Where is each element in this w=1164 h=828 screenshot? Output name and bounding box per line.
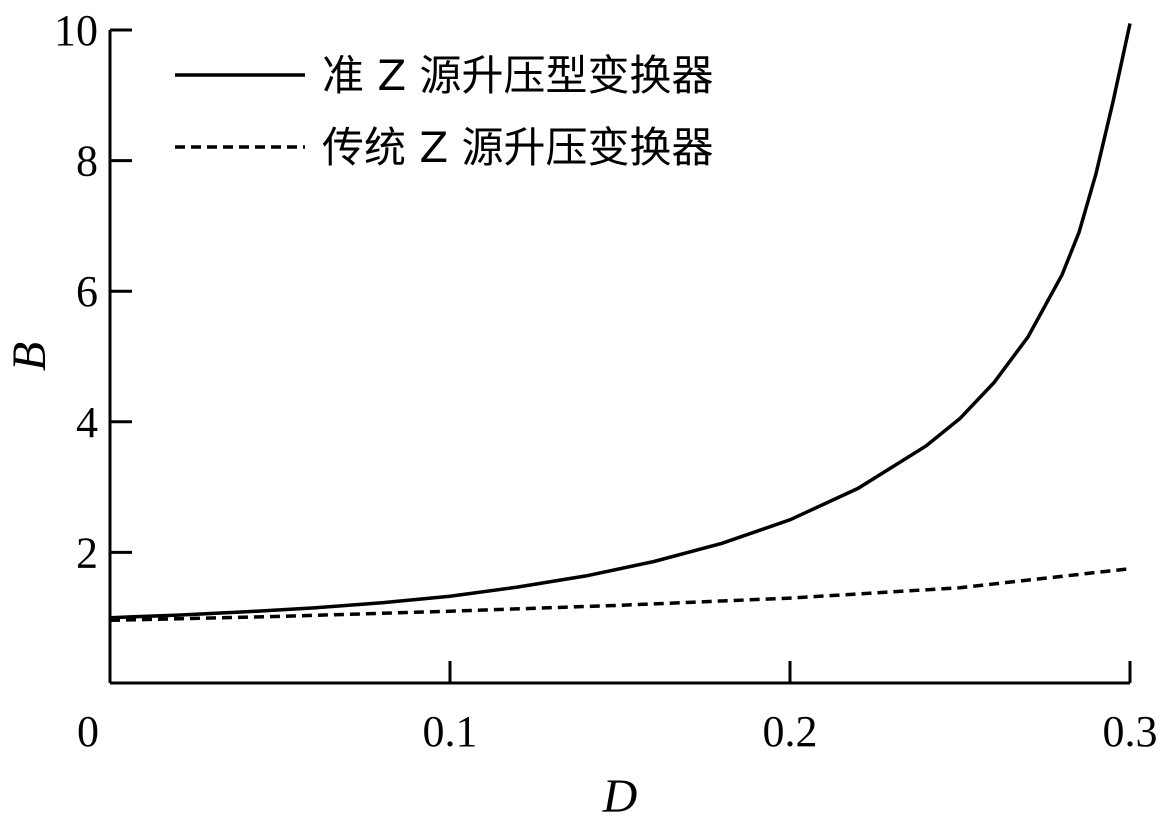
x-tick-label: 0.2 xyxy=(763,707,818,756)
axes: 0 0.1 0.2 0.3 2 4 6 8 10 D B xyxy=(3,6,1158,823)
y-tick-label: 8 xyxy=(76,137,98,186)
series-line-2 xyxy=(109,566,1131,623)
series-layer xyxy=(109,23,1132,623)
y-tick-label: 10 xyxy=(54,6,98,55)
legend-label-1: 准 Z 源升压型变换器 xyxy=(322,51,713,100)
legend-label-2: 传统 Z 源升压变换器 xyxy=(322,123,713,172)
x-tick-label: 0 xyxy=(77,707,99,756)
y-tick-label: 4 xyxy=(76,398,98,447)
y-tick-label: 2 xyxy=(76,528,98,577)
y-tick-label: 6 xyxy=(76,267,98,316)
x-tick-label: 0.3 xyxy=(1103,707,1158,756)
x-tick-label: 0.1 xyxy=(423,707,478,756)
series-line-1 xyxy=(109,23,1132,620)
x-axis-title: D xyxy=(602,770,638,823)
y-axis-title: B xyxy=(3,342,56,371)
